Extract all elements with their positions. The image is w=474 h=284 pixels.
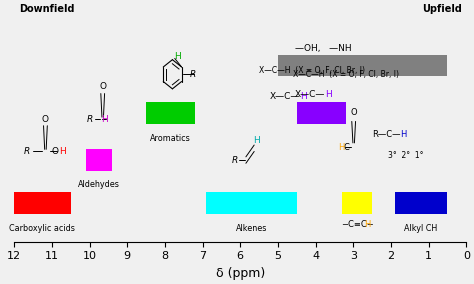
Text: H: H xyxy=(174,52,181,61)
Text: X—C—: X—C— xyxy=(270,92,301,101)
Text: H: H xyxy=(400,130,406,139)
Text: X—C—: X—C— xyxy=(295,90,325,99)
Text: R: R xyxy=(87,115,93,124)
Text: H: H xyxy=(325,90,331,99)
Text: O: O xyxy=(350,108,357,117)
Text: R: R xyxy=(24,147,30,156)
Text: −C≡C−: −C≡C− xyxy=(341,220,374,229)
Text: H: H xyxy=(338,143,345,152)
Text: R—C—: R—C— xyxy=(372,130,401,139)
Bar xyxy=(14,192,71,214)
Bar xyxy=(206,192,297,214)
Bar xyxy=(278,55,447,76)
Text: H: H xyxy=(101,115,108,124)
Text: 3°  2°  1°: 3° 2° 1° xyxy=(388,151,424,160)
Text: Downfield: Downfield xyxy=(18,4,74,14)
Text: X—C—H  (X = O, F, Cl, Br, I): X—C—H (X = O, F, Cl, Br, I) xyxy=(293,70,399,79)
Bar xyxy=(146,102,195,124)
Bar xyxy=(342,192,372,214)
Text: H: H xyxy=(364,220,370,229)
Text: H: H xyxy=(301,92,307,101)
Bar xyxy=(297,102,346,124)
Text: Upfield: Upfield xyxy=(422,4,462,14)
X-axis label: δ (ppm): δ (ppm) xyxy=(216,267,265,280)
Bar xyxy=(395,192,447,214)
Text: O: O xyxy=(51,147,58,156)
Text: Alkenes: Alkenes xyxy=(236,224,267,233)
Text: X—C—H  (X = O, F, Cl, Br, I): X—C—H (X = O, F, Cl, Br, I) xyxy=(259,66,365,75)
Bar xyxy=(86,149,112,171)
Text: Alkyl CH: Alkyl CH xyxy=(404,224,438,233)
Text: R: R xyxy=(190,70,196,79)
Text: —OH,   —NH: —OH, —NH xyxy=(295,44,351,53)
Text: Carboxylic acids: Carboxylic acids xyxy=(9,224,75,233)
Text: Aldehydes: Aldehydes xyxy=(78,180,120,189)
Text: O: O xyxy=(99,82,106,91)
Text: Aromatics: Aromatics xyxy=(150,134,191,143)
Text: O: O xyxy=(42,114,49,124)
Text: H: H xyxy=(253,136,260,145)
Text: C: C xyxy=(344,143,350,152)
Text: H: H xyxy=(59,147,66,156)
Text: R: R xyxy=(231,156,238,164)
